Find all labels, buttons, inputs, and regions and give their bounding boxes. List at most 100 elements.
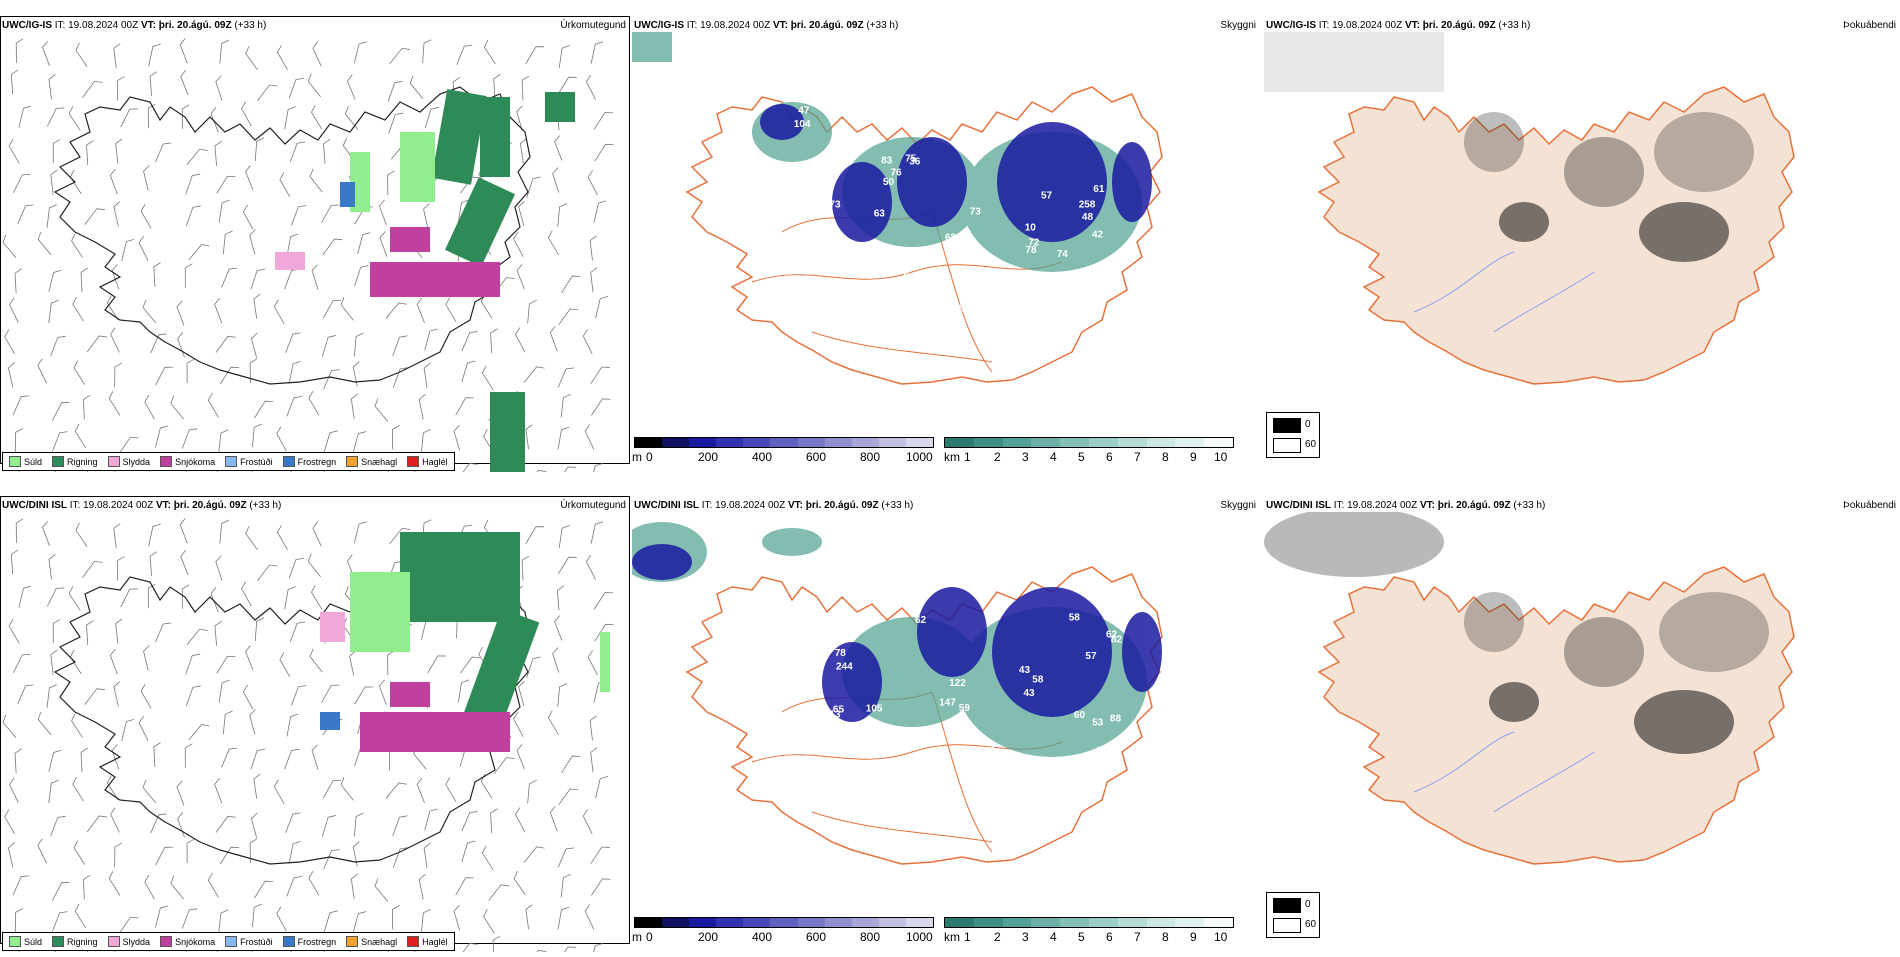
wind-barb	[321, 684, 340, 703]
wind-barb	[595, 295, 609, 319]
wind-barb	[113, 523, 121, 549]
colorbar-unit: km	[944, 930, 960, 944]
cloud-base-value: 114	[1005, 277, 1022, 288]
wind-barb	[513, 871, 526, 896]
wind-barb	[7, 842, 15, 868]
wind-barb	[591, 878, 611, 896]
cloud-base-value: 73	[1019, 760, 1031, 771]
colorbar-tick: 9	[1190, 930, 1197, 944]
wind-barb	[186, 838, 195, 864]
panel-title-visibility: Skyggni	[1220, 20, 1256, 31]
wind-barb	[518, 200, 525, 227]
wind-barb	[10, 69, 19, 95]
wind-barb	[285, 812, 301, 833]
wind-barb	[253, 773, 261, 799]
wind-barb	[14, 428, 23, 453]
cloud-base-value: 59	[959, 703, 971, 714]
wind-barb	[150, 333, 167, 354]
wind-barb	[42, 520, 50, 547]
river-network	[1413, 251, 1595, 333]
it-value: 19.08.2024 00Z	[1332, 20, 1403, 31]
cloud-base-value: 46	[836, 246, 848, 257]
wind-barb	[516, 263, 525, 290]
wind-barb	[421, 429, 431, 453]
legend-swatch	[225, 456, 238, 467]
wind-barb	[513, 711, 524, 737]
wind-barb	[556, 466, 576, 472]
wind-barb	[349, 650, 356, 676]
wind-barb	[481, 845, 494, 871]
cloud-base-value: 60	[853, 96, 865, 107]
wind-barb	[111, 264, 120, 290]
model-name: UWC/IG-IS	[634, 20, 684, 31]
wind-barb	[354, 686, 374, 705]
cloud-base-value: 69	[1091, 297, 1103, 308]
wind-barb	[488, 884, 509, 901]
wind-barb	[170, 395, 184, 420]
cloud-base-value: 46	[832, 625, 844, 636]
wind-barb	[210, 107, 219, 133]
visibility-colorbar-top: km 1 2 3 4 5 6 7 8 9 10	[944, 437, 1234, 464]
cloud-base-value: 258	[1079, 199, 1096, 210]
wind-barb	[321, 204, 340, 223]
wind-barb	[289, 621, 306, 643]
wind-barb	[357, 232, 371, 255]
wind-barb	[378, 199, 387, 225]
wind-barb	[323, 910, 338, 933]
panel-header: UWC/DINI ISL IT: 19.08.2024 00Z VT: þri.…	[2, 500, 281, 511]
legend-item: Frostregn	[282, 456, 336, 467]
wind-barb	[215, 555, 223, 581]
wind-barb	[423, 842, 431, 868]
wind-barb	[179, 518, 188, 544]
cloud-base-value: 62	[933, 776, 945, 787]
wind-barb	[222, 710, 233, 735]
wind-barb	[558, 788, 579, 806]
wind-barb	[525, 469, 547, 472]
it-label: IT:	[686, 20, 698, 31]
wind-barb	[46, 587, 65, 607]
lead-time: (+33 h)	[881, 500, 914, 511]
it-label: IT:	[1318, 20, 1330, 31]
fog-panel-top: UWC/IG-IS IT: 19.08.2024 00Z VT: þri. 20…	[1264, 12, 1900, 477]
wind-barb	[585, 554, 597, 580]
it-value: 19.08.2024 00Z	[700, 20, 771, 31]
legend-item: Snæhagl	[346, 936, 397, 947]
wind-barb	[445, 777, 457, 802]
wind-barb	[50, 649, 58, 675]
wind-barb	[114, 842, 123, 867]
wind-barb	[556, 946, 576, 952]
wind-barb	[7, 362, 15, 388]
wind-barb	[557, 556, 577, 575]
wind-barb	[153, 742, 161, 767]
panel-title-precip-type: Úrkomutegund	[560, 20, 626, 31]
wind-barb	[148, 43, 161, 67]
precip-type-panel-bottom: UWC/DINI ISL IT: 19.08.2024 00Z VT: þri.…	[0, 492, 630, 957]
it-value: 19.08.2024 00Z	[68, 20, 139, 31]
legend-item: Súld	[9, 456, 42, 467]
model-name: UWC/DINI ISL	[634, 500, 699, 511]
wind-barb	[245, 165, 254, 191]
wind-barb	[392, 335, 408, 357]
wind-barb	[286, 233, 299, 257]
wind-barb	[188, 724, 210, 741]
wind-barb	[519, 138, 527, 164]
wind-barb	[69, 649, 82, 675]
wind-barb	[526, 176, 541, 198]
wind-barb	[155, 425, 169, 448]
wind-barb	[14, 908, 23, 933]
wind-barb	[423, 203, 430, 229]
cloud-base-value: 76	[891, 168, 903, 179]
fog-map	[1264, 512, 1795, 865]
wind-barb	[42, 40, 50, 67]
wind-barb	[185, 653, 201, 675]
legend-label: Rigning	[67, 936, 98, 947]
fog-label: 60	[1305, 439, 1317, 450]
wind-barb	[288, 840, 301, 864]
wind-barb	[374, 878, 389, 902]
wind-barb	[353, 812, 364, 837]
colorbar-strip	[944, 917, 1234, 928]
cloud-base-value: 62	[915, 615, 927, 626]
colorbar-tick: 1000	[906, 450, 933, 464]
fog-swatch	[1273, 918, 1301, 933]
wind-barb	[350, 873, 358, 899]
